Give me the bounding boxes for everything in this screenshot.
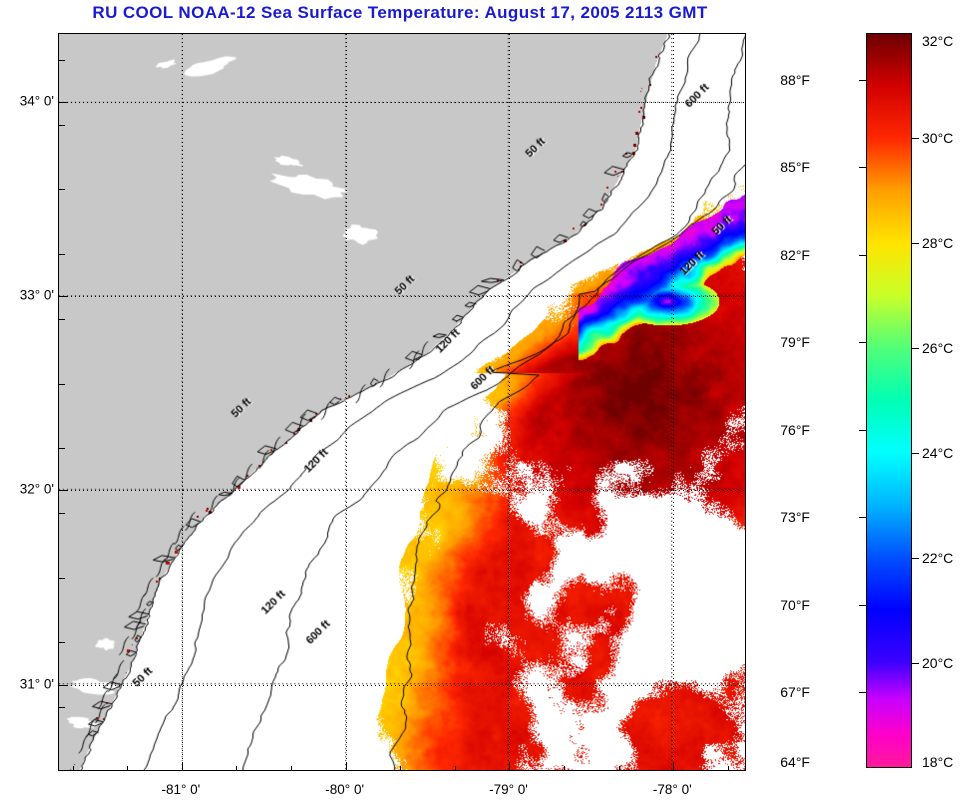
lon-tick-minor bbox=[291, 766, 293, 770]
lat-tick-minor bbox=[59, 383, 65, 385]
lon-tick-minor bbox=[727, 766, 729, 770]
lon-tick-minor bbox=[127, 766, 129, 770]
colorbar-tick-f bbox=[859, 517, 866, 519]
colorbar-label-f: 70°F bbox=[780, 596, 810, 613]
lat-tick-minor bbox=[59, 124, 65, 126]
lat-tick-minor bbox=[59, 642, 65, 644]
colorbar-tick-c bbox=[912, 663, 919, 664]
colorbar-label-c: 30°C bbox=[922, 130, 954, 146]
colorbar-tick-c bbox=[912, 243, 919, 244]
colorbar-label-f: 88°F bbox=[780, 71, 810, 88]
colorbar-tick-f bbox=[859, 254, 866, 256]
lat-tick-minor bbox=[59, 577, 65, 579]
colorbar-tick-c bbox=[912, 558, 919, 559]
lon-tick-minor bbox=[454, 766, 456, 770]
lon-label: -78° 0' bbox=[652, 782, 692, 797]
lat-tick-minor bbox=[59, 254, 65, 256]
lon-tick-minor bbox=[618, 766, 620, 770]
colorbar-tick-f bbox=[859, 167, 866, 169]
lat-label: 31° 0' bbox=[19, 676, 54, 692]
longitude-axis: -81° 0' -80° 0' -79° 0' -78° 0' bbox=[58, 780, 746, 798]
colorbar-tick-c bbox=[912, 348, 919, 349]
page-title: RU COOL NOAA-12 Sea Surface Temperature:… bbox=[92, 3, 708, 22]
lat-label: 34° 0' bbox=[19, 93, 54, 109]
colorbar-tick-f bbox=[859, 429, 866, 431]
lat-label: 33° 0' bbox=[19, 287, 54, 303]
colorbar-tick-f bbox=[859, 342, 866, 344]
lat-tick-major bbox=[59, 684, 68, 686]
colorbar-label-f: 82°F bbox=[780, 246, 810, 263]
sst-raster bbox=[59, 34, 745, 770]
colorbar-label-c: 20°C bbox=[922, 655, 954, 671]
latitude-axis: 34° 0' 33° 0' 32° 0' 31° 0' bbox=[0, 33, 54, 771]
colorbar-tick-c bbox=[912, 138, 919, 139]
colorbar-tick-f bbox=[859, 604, 866, 606]
lat-tick-major bbox=[59, 101, 68, 103]
colorbar-label-c: 18°C bbox=[922, 754, 954, 770]
lon-label: -81° 0' bbox=[161, 782, 201, 797]
colorbar-label-c: 24°C bbox=[922, 445, 954, 461]
lon-label: -80° 0' bbox=[325, 782, 365, 797]
colorbar-gradient bbox=[866, 33, 912, 768]
lon-tick-major bbox=[673, 763, 675, 770]
lon-tick-major bbox=[181, 763, 183, 770]
lon-tick-minor bbox=[72, 766, 74, 770]
lon-tick-major bbox=[509, 763, 511, 770]
lat-tick-major bbox=[59, 296, 68, 298]
colorbar-label-f: 76°F bbox=[780, 421, 810, 438]
lat-tick-minor bbox=[59, 59, 65, 61]
lon-tick-minor bbox=[564, 766, 566, 770]
colorbar-label-f: 73°F bbox=[780, 509, 810, 526]
lat-label: 32° 0' bbox=[19, 481, 54, 497]
colorbar-tick-c bbox=[912, 453, 919, 454]
colorbar-label-c: 26°C bbox=[922, 340, 954, 356]
lon-tick-major bbox=[345, 763, 347, 770]
lat-tick-major bbox=[59, 490, 68, 492]
lat-tick-minor bbox=[59, 189, 65, 191]
lat-tick-minor bbox=[59, 513, 65, 515]
lon-label: -79° 0' bbox=[489, 782, 528, 797]
lat-tick-minor bbox=[59, 707, 65, 709]
colorbar-label-c: 32°C bbox=[922, 33, 954, 49]
colorbar-label-c: 28°C bbox=[922, 235, 954, 251]
colorbar-label-f: 67°F bbox=[780, 684, 810, 701]
colorbar-label-f: 79°F bbox=[780, 334, 810, 351]
colorbar-label-c: 22°C bbox=[922, 550, 954, 566]
colorbar-tick-f bbox=[859, 79, 866, 81]
lat-tick-minor bbox=[59, 448, 65, 450]
lon-tick-minor bbox=[236, 766, 238, 770]
lat-tick-minor bbox=[59, 318, 65, 320]
colorbar-label-f: 64°F bbox=[780, 754, 810, 770]
colorbar: 88°F 85°F 82°F 79°F 76°F 73°F 70°F 67°F 64°F 32°… bbox=[780, 33, 953, 770]
colorbar-tick-f bbox=[859, 692, 866, 694]
colorbar-label-f: 85°F bbox=[780, 159, 810, 176]
lon-tick-minor bbox=[400, 766, 402, 770]
sst-map bbox=[58, 33, 746, 771]
